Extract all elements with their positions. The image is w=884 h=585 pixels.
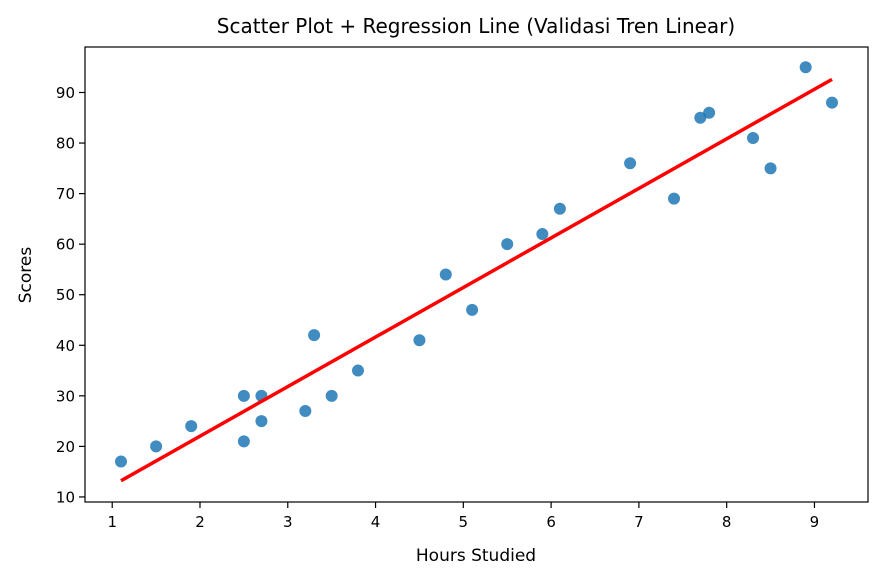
y-tick-label: 50: [56, 286, 75, 304]
data-point: [299, 405, 312, 417]
data-point: [237, 389, 250, 402]
y-tick-label: 60: [56, 236, 75, 254]
data-point: [325, 389, 338, 402]
data-point: [413, 334, 426, 347]
data-point: [624, 157, 637, 170]
data-point: [308, 329, 321, 342]
data-point: [150, 440, 163, 453]
data-point: [764, 162, 777, 175]
data-point: [668, 192, 681, 205]
data-point: [501, 238, 514, 251]
x-tick-label: 4: [371, 513, 381, 531]
data-point: [694, 111, 707, 124]
x-tick-label: 3: [283, 513, 293, 531]
y-tick-label: 80: [56, 135, 75, 153]
y-tick-label: 70: [56, 185, 75, 203]
data-point: [466, 303, 479, 316]
data-point: [826, 96, 839, 109]
data-point: [536, 228, 549, 241]
y-tick-label: 10: [56, 488, 75, 506]
plot-area: 1 2 3 4 5 6 7 8 9 10 20 30 40 50 60 70 80 90: [56, 46, 869, 531]
data-point: [439, 268, 452, 281]
data-point: [255, 415, 268, 428]
y-tick-label: 90: [56, 84, 75, 102]
x-axis-label: Hours Studied: [416, 546, 536, 566]
data-point: [703, 106, 716, 119]
data-point: [799, 61, 812, 74]
y-axis-label: Scores: [16, 247, 36, 304]
data-point: [553, 202, 566, 215]
data-point: [114, 455, 127, 468]
x-tick-label: 1: [107, 513, 117, 531]
x-tick-label: 6: [546, 513, 556, 531]
x-tick-label: 2: [195, 513, 205, 531]
x-tick-label: 7: [634, 513, 644, 531]
chart-title: Scatter Plot + Regression Line (Validasi…: [217, 14, 735, 38]
data-point: [185, 420, 198, 433]
y-tick-label: 40: [56, 337, 75, 355]
x-tick-label: 9: [810, 513, 820, 531]
y-tick-label: 20: [56, 438, 75, 456]
axes-frame: [84, 46, 869, 503]
regression-line: [120, 77, 833, 483]
x-tick-label: 8: [722, 513, 732, 531]
x-tick-label: 5: [459, 513, 469, 531]
data-point: [237, 435, 250, 448]
data-point: [747, 132, 760, 144]
data-point: [351, 364, 364, 377]
y-tick-label: 30: [56, 387, 75, 405]
